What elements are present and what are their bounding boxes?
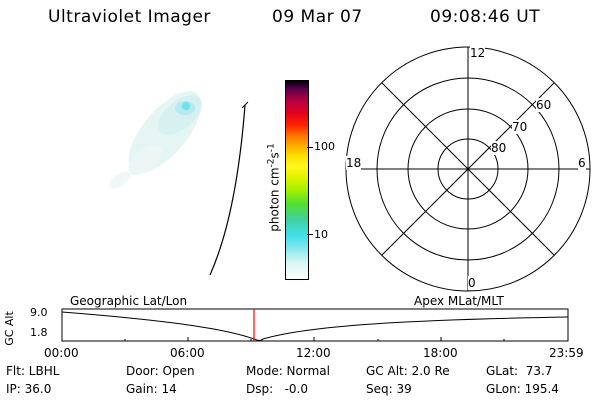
filter-label: Flt: LBHL <box>6 364 60 378</box>
polar-label-6: 6 <box>578 156 586 170</box>
dsp-label: Dsp: -0.0 <box>246 382 309 396</box>
geographic-image-panel <box>109 91 249 276</box>
seq-label: Seq: 39 <box>366 382 412 396</box>
polar-label-0: 0 <box>468 276 476 290</box>
glat-label: GLat: 73.7 <box>486 364 553 378</box>
gc-alt-label: GC Alt: 2.0 Re <box>366 364 450 378</box>
colorbar-label-100: 100 <box>314 140 335 153</box>
colorbar-tick-100 <box>307 147 313 148</box>
timeline-xtick-4: 23:59 <box>549 346 584 360</box>
image-title: Ultraviolet Imager <box>48 7 211 27</box>
polar-lat-80: 80 <box>491 141 507 155</box>
timeline-xtick-3: 18:00 <box>423 346 458 360</box>
altitude-curve <box>61 311 569 341</box>
door-label: Door: Open <box>126 364 195 378</box>
timeline-left-title: Geographic Lat/Lon <box>70 294 188 308</box>
timeline-frame <box>61 308 569 342</box>
timeline-xtick-1: 06:00 <box>170 346 205 360</box>
polar-label-18: 18 <box>346 156 362 170</box>
time-label: 09:08:46 UT <box>430 7 541 27</box>
timeline-xtick-0: 00:00 <box>44 346 79 360</box>
polar-mlt-plot <box>345 46 591 292</box>
color-scale-bar <box>285 80 309 280</box>
ip-label: IP: 36.0 <box>6 382 52 396</box>
polar-lat-60: 60 <box>536 98 552 112</box>
colorbar-tick-10 <box>307 234 313 235</box>
glon-label: GLon: 195.4 <box>486 382 559 396</box>
timeline-ytick-bottom: 1.8 <box>30 326 48 339</box>
mode-label: Mode: Normal <box>246 364 330 378</box>
timeline-plot <box>61 308 569 342</box>
limb-arc <box>209 104 246 276</box>
colorbar-unit-label: photon cm-2s-1 <box>266 143 282 232</box>
timeline-right-title: Apex MLat/MLT <box>414 294 504 308</box>
date-label: 09 Mar 07 <box>272 7 363 27</box>
limb-tick <box>241 101 249 109</box>
timeline-xtick-2: 12:00 <box>296 346 331 360</box>
polar-lat-70: 70 <box>512 120 528 134</box>
timeline-ytick-top: 9.0 <box>30 306 48 319</box>
gain-label: Gain: 14 <box>126 382 177 396</box>
colorbar-label-10: 10 <box>314 228 328 241</box>
polar-diagonal-2 <box>381 82 555 256</box>
uv-emission-blob <box>109 91 202 189</box>
timeline-ylabel-box: GC Alt <box>0 311 26 346</box>
polar-label-12: 12 <box>470 46 486 60</box>
timeline-ylabel: GC Alt <box>2 311 16 346</box>
